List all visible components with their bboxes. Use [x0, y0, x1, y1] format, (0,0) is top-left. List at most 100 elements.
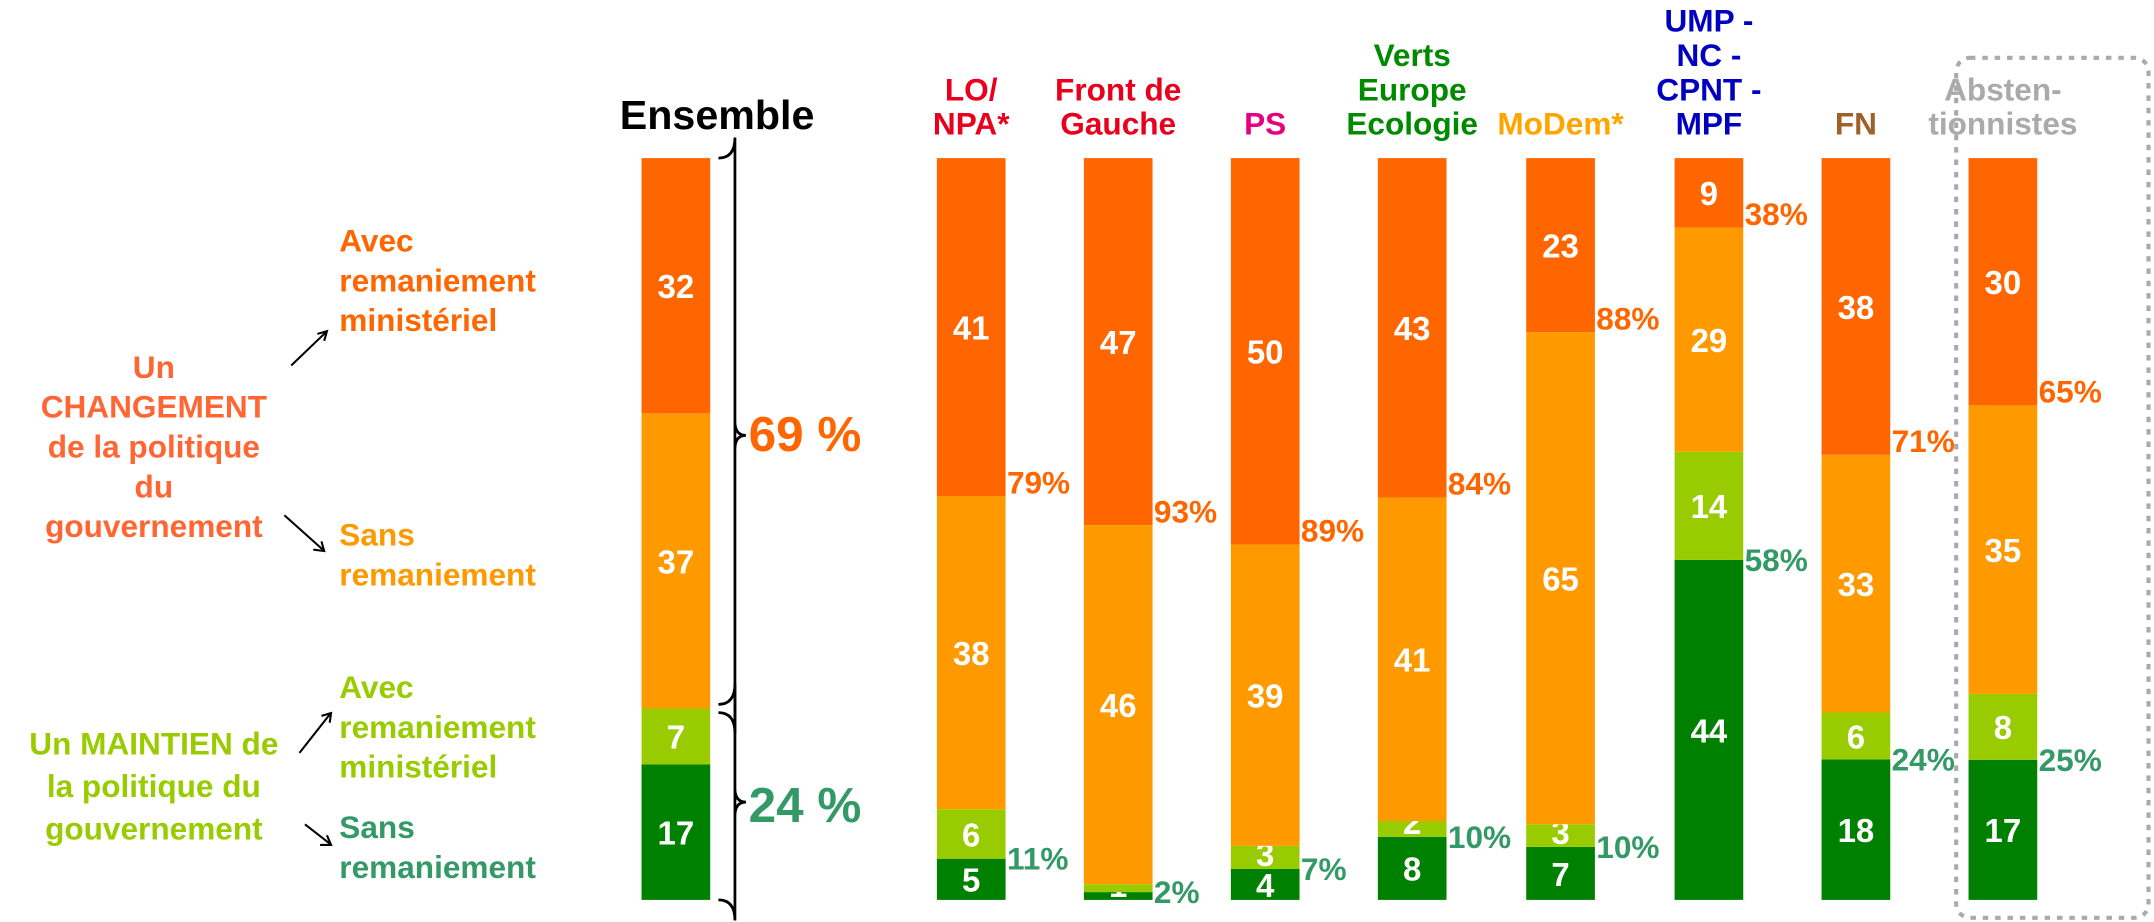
- total-label: 38%: [1745, 196, 1808, 232]
- bar-segment: [1230, 158, 1300, 545]
- value-label: 41: [953, 309, 990, 346]
- total-label: 89%: [1301, 513, 1364, 549]
- bar-segment: [1526, 332, 1595, 825]
- bar-segment: [936, 809, 1006, 859]
- bar-segment: [1526, 158, 1595, 333]
- value-label: 50: [1247, 334, 1284, 371]
- bar-segment: [1968, 405, 2038, 694]
- bar-segment: [1083, 158, 1153, 526]
- value-label: 35: [1985, 532, 2022, 569]
- bar-segment: [1674, 227, 1744, 452]
- value-label: 41: [1394, 642, 1431, 679]
- value-label: 65: [1542, 561, 1579, 598]
- category-label: Absten-tionnistes: [1928, 71, 2077, 141]
- category-label: FN: [1835, 106, 1877, 142]
- value-label: 23: [1542, 228, 1579, 265]
- value-label: 14: [1691, 488, 1728, 525]
- value-label: 9: [1700, 175, 1718, 212]
- bar-segment: [641, 708, 711, 765]
- value-label: 17: [1985, 812, 2022, 849]
- total-label: 58%: [1745, 542, 1808, 578]
- value-label: 43: [1394, 310, 1431, 347]
- value-label: 6: [962, 816, 980, 853]
- total-label: 88%: [1596, 300, 1659, 336]
- total-label: 2%: [1154, 874, 1200, 910]
- value-label: 8: [1403, 851, 1421, 888]
- bar-segment: [641, 764, 711, 900]
- category-label: PS: [1244, 106, 1286, 142]
- total-label: 10%: [1448, 819, 1511, 855]
- bar-segment: [936, 858, 1006, 900]
- total-label: 84%: [1448, 466, 1511, 502]
- legend-label: Sans remaniement: [339, 516, 536, 592]
- value-label: 37: [658, 543, 695, 580]
- brace: [718, 137, 747, 734]
- bar-segment: [1821, 759, 1891, 900]
- category-label: Ensemble: [620, 92, 815, 138]
- bar-segment: [1968, 693, 2038, 760]
- total-label: 79%: [1007, 464, 1070, 500]
- bar-segment: [641, 413, 711, 709]
- annotation: Un MAINTIEN de la politique du gouvernemen…: [29, 725, 278, 846]
- value-label: 32: [658, 268, 695, 305]
- total-label: 71%: [1892, 423, 1955, 459]
- value-label: 33: [1838, 566, 1875, 603]
- bar-segment: [1377, 497, 1447, 821]
- value-label: 44: [1691, 712, 1728, 749]
- value-label: 6: [1847, 718, 1865, 755]
- total-label: 65%: [2039, 374, 2102, 410]
- category-label: Verts Europe Ecologie: [1346, 37, 1478, 142]
- legend-label: Sans remaniement: [339, 809, 536, 885]
- total-label: 11%: [1007, 841, 1068, 877]
- value-label: 38: [953, 635, 990, 672]
- value-label: 5: [962, 862, 980, 899]
- bar-segment: [1083, 884, 1153, 893]
- bar-segment: [1377, 820, 1447, 837]
- bar-segment: [936, 496, 1006, 810]
- bar-segment: [1230, 845, 1300, 869]
- category-label: LO/NPA*: [933, 71, 1010, 141]
- value-label: 38: [1838, 289, 1875, 326]
- bar-segment: [641, 158, 711, 414]
- bar-segment: [1230, 868, 1300, 900]
- annotation: Un CHANGEMENT de la politique du gouvernemen…: [41, 349, 267, 544]
- bar-segment: [1526, 824, 1595, 847]
- value-label: 30: [1985, 264, 2022, 301]
- value-label: 46: [1100, 687, 1137, 724]
- category-label: MoDem*: [1497, 106, 1624, 142]
- legend-label: Avec remaniement ministériel: [339, 669, 536, 785]
- bar-segment: [936, 158, 1006, 497]
- bar-segment: [1377, 158, 1447, 498]
- value-label: 7: [667, 719, 685, 756]
- value-label: 47: [1100, 324, 1137, 361]
- bar-segment: [1526, 846, 1595, 900]
- value-label: 29: [1691, 322, 1728, 359]
- bar-segment: [1377, 836, 1447, 900]
- bar-segment: [1821, 158, 1891, 455]
- total-label: 10%: [1596, 829, 1659, 865]
- total-label: 25%: [2039, 742, 2102, 778]
- bar-segment: [1821, 454, 1891, 713]
- bar-segment: [1083, 892, 1153, 900]
- bar-segment: [1674, 451, 1744, 560]
- bar-segment: [1674, 158, 1744, 228]
- bar-segment: [1083, 525, 1153, 885]
- bar-segment: [1230, 544, 1300, 846]
- total-label: 24 %: [749, 778, 862, 833]
- legend-label: Avec remaniement ministériel: [339, 223, 536, 339]
- value-label: 8: [1994, 709, 2012, 746]
- bar-segment: [1968, 158, 2038, 406]
- bar-segment: [1674, 559, 1744, 900]
- value-label: 39: [1247, 677, 1284, 714]
- bar-segment: [1968, 759, 2038, 900]
- total-label: 69 %: [749, 407, 862, 462]
- category-label: UMP -NC -CPNT -MPF: [1656, 3, 1761, 142]
- total-label: 24%: [1892, 741, 1955, 777]
- category-label: Front de Gauche: [1055, 71, 1181, 141]
- value-label: 17: [658, 814, 695, 851]
- value-label: 18: [1838, 812, 1875, 849]
- bar-segment: [1821, 712, 1891, 760]
- arrows: [283, 329, 333, 846]
- total-label: 7%: [1301, 851, 1347, 887]
